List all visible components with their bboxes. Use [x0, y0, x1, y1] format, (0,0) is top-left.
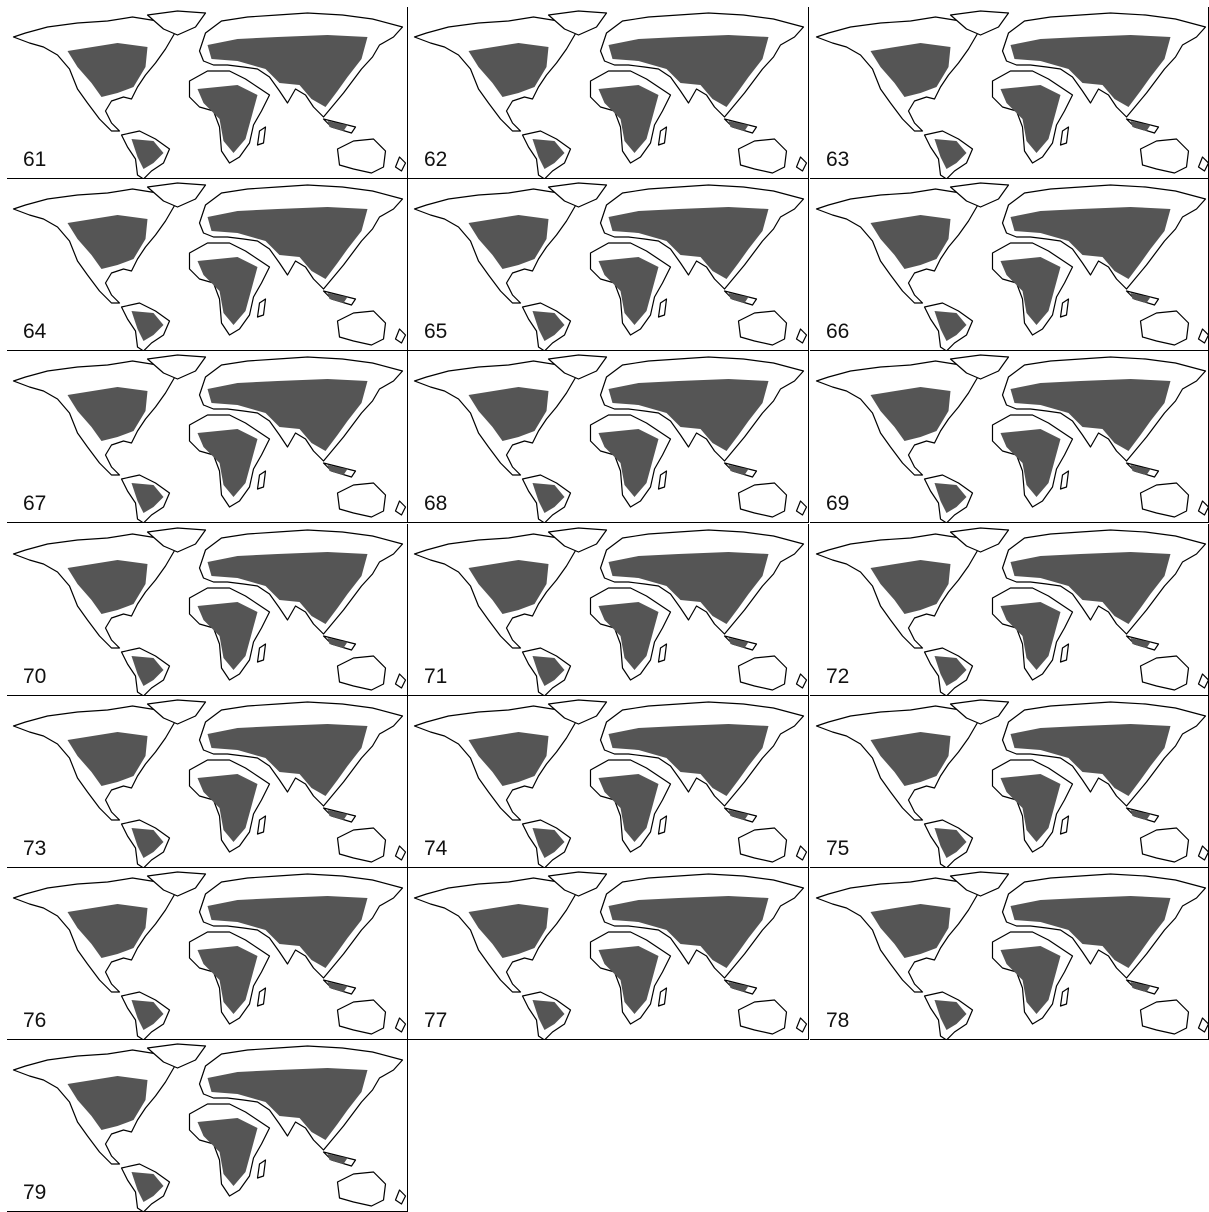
- panel-label: 64: [23, 320, 47, 344]
- map-panel: 66: [810, 179, 1209, 352]
- map-panel: 72: [810, 523, 1209, 696]
- panel-label: 65: [424, 320, 448, 344]
- world-map: [12, 354, 407, 523]
- map-shape: [12, 871, 407, 1039]
- panel-label: 62: [424, 148, 448, 171]
- map-panel: 79: [7, 1040, 408, 1212]
- world-map: [12, 10, 407, 178]
- map-panel: 69: [810, 351, 1209, 524]
- map-panel: 62: [408, 7, 809, 179]
- map-panel: 67: [7, 351, 408, 524]
- map-shape: [12, 354, 407, 523]
- panel-label: 79: [23, 1181, 47, 1205]
- world-map: [413, 699, 808, 867]
- world-map: [413, 10, 808, 178]
- map-panel: 65: [408, 179, 809, 352]
- world-map: [815, 871, 1208, 1039]
- map-shape: [12, 1043, 407, 1212]
- map-panel: 71: [408, 523, 809, 696]
- world-map: [815, 699, 1208, 867]
- panel-label: 67: [23, 492, 47, 516]
- panel-label: 66: [826, 320, 850, 344]
- map-shape: [413, 699, 808, 867]
- map-shape: [815, 699, 1208, 867]
- panel-label: 61: [23, 148, 47, 171]
- world-map: [12, 871, 407, 1039]
- world-map: [413, 354, 808, 523]
- world-map: [12, 526, 407, 695]
- world-map: [12, 182, 407, 351]
- panel-label: 63: [826, 148, 850, 171]
- map-shape: [815, 871, 1208, 1039]
- world-map: [413, 871, 808, 1039]
- panel-label: 74: [424, 836, 448, 860]
- map-shape: [815, 10, 1208, 178]
- map-shape: [413, 10, 808, 178]
- map-panel: 64: [7, 179, 408, 352]
- map-shape: [815, 526, 1208, 695]
- map-panel: 76: [7, 868, 408, 1040]
- panel-label: 76: [23, 1009, 47, 1032]
- world-map: [815, 182, 1208, 351]
- map-panel: 68: [408, 351, 809, 524]
- panel-label: 73: [23, 836, 47, 860]
- world-map: [12, 1043, 407, 1212]
- panel-label: 71: [424, 664, 448, 688]
- panel-label: 68: [424, 492, 448, 516]
- map-shape: [413, 182, 808, 351]
- panel-label: 75: [826, 836, 850, 860]
- map-panel: 63: [810, 7, 1209, 179]
- map-shape: [413, 526, 808, 695]
- panel-label: 70: [23, 664, 47, 688]
- panel-label: 78: [826, 1009, 850, 1032]
- map-panel: 61: [7, 7, 408, 179]
- world-map: [815, 354, 1208, 523]
- map-shape: [815, 182, 1208, 351]
- map-panel: 77: [408, 868, 809, 1040]
- world-map: [815, 10, 1208, 178]
- world-map: [413, 526, 808, 695]
- map-panel: 73: [7, 695, 408, 868]
- map-shape: [815, 354, 1208, 523]
- panel-label: 69: [826, 492, 850, 516]
- world-map: [12, 699, 407, 867]
- world-map: [815, 526, 1208, 695]
- map-shape: [12, 699, 407, 867]
- map-panel: 75: [810, 695, 1209, 868]
- panel-label: 77: [424, 1009, 448, 1032]
- panel-label: 72: [826, 664, 850, 688]
- map-shape: [413, 354, 808, 523]
- map-shape: [12, 10, 407, 178]
- world-map: [413, 182, 808, 351]
- map-shape: [12, 182, 407, 351]
- map-shape: [413, 871, 808, 1039]
- map-panel: 70: [7, 523, 408, 696]
- map-panel: 74: [408, 695, 809, 868]
- map-panel: 78: [810, 868, 1209, 1040]
- map-shape: [12, 526, 407, 695]
